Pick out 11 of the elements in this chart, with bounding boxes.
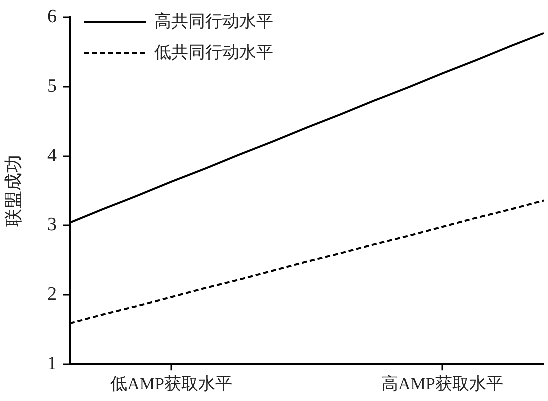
- y-tick-label: 1: [48, 354, 57, 375]
- y-tick-label: 3: [48, 214, 57, 236]
- y-tick-label: 4: [48, 145, 58, 166]
- legend-label: 高共同行动水平: [154, 12, 274, 31]
- y-tick-label: 2: [48, 284, 57, 306]
- y-tick-label: 5: [48, 76, 57, 97]
- y-tick-label: 6: [48, 6, 57, 28]
- legend-label: 低共同行动水平: [154, 42, 274, 62]
- x-tick-label: 高AMP获取水平: [382, 374, 504, 394]
- x-tick-label: 低AMP获取水平: [110, 374, 232, 394]
- y-axis-title: 联盟成功: [4, 155, 24, 227]
